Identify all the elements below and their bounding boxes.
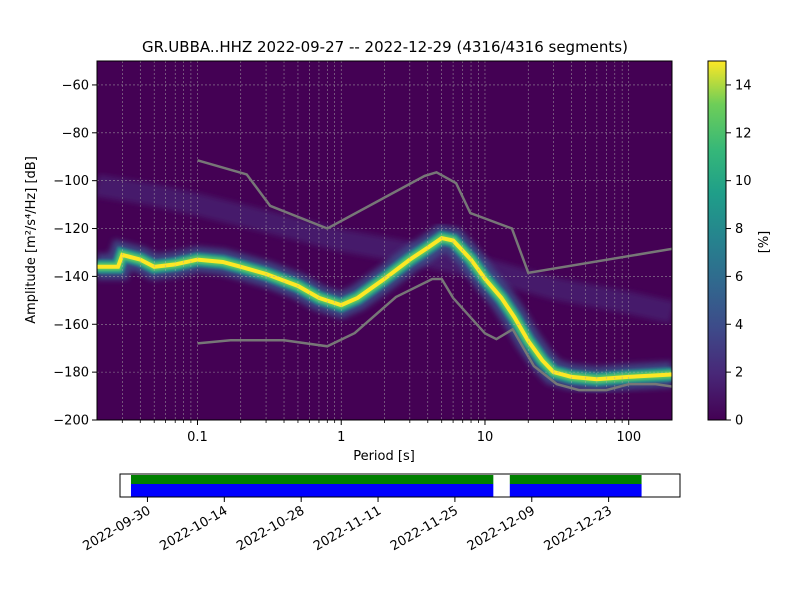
x-tick-label: 100	[616, 430, 641, 445]
high-noise-model-line	[197, 159, 672, 275]
chart-title: GR.UBBA..HHZ 2022-09-27 -- 2022-12-29 (4…	[142, 38, 628, 56]
y-tick-label: −100	[53, 174, 89, 189]
date-tick-label: 2022-10-28	[234, 503, 307, 554]
colorbar-tick-label: 4	[735, 318, 743, 333]
psd-coverage-bar	[130, 475, 494, 484]
mode-curve	[97, 235, 672, 382]
colorbar-label: [%]	[757, 231, 772, 254]
y-tick-label: −60	[62, 78, 89, 93]
colorbar-tick-label: 10	[735, 174, 752, 189]
colorbar-tick-label: 6	[735, 270, 743, 285]
colorbar-tick-label: 2	[735, 366, 743, 381]
date-tick-label: 2022-12-09	[465, 503, 538, 554]
colorbar-tick-label: 8	[735, 222, 743, 237]
x-axis-label: Period [s]	[353, 449, 415, 464]
date-tick-label: 2022-09-30	[81, 503, 154, 554]
noise-model-layer	[197, 159, 672, 392]
psd-coverage-bar	[509, 475, 642, 484]
y-tick-label: −200	[53, 414, 89, 429]
y-tick-label: −120	[53, 222, 89, 237]
y-tick-label: −180	[53, 366, 89, 381]
psd-plot: 0.1 1 10 100 −200 −180 −160 −140 −120 −100 −80 −60…	[24, 60, 673, 464]
y-axis-ticks: −200 −180 −160 −140 −120 −100 −80 −60	[53, 78, 97, 429]
date-tick-label: 2022-11-11	[311, 503, 384, 554]
date-tick-label: 2022-10-14	[157, 503, 230, 554]
y-tick-label: −160	[53, 318, 89, 333]
date-ticks: 2022-09-30 2022-10-14 2022-10-28 2022-11-11…	[81, 497, 615, 554]
date-tick-label: 2022-11-25	[388, 503, 461, 554]
background-band	[97, 174, 672, 324]
colorbar-tick-label: 14	[735, 78, 752, 93]
colorbar-tick-label: 0	[735, 414, 743, 429]
low-noise-model-line	[197, 277, 672, 392]
y-tick-label: −140	[53, 270, 89, 285]
colorbar: 0 2 4 6 8 10 12 14 [%]	[707, 60, 772, 429]
date-tick-label: 2022-12-23	[542, 503, 615, 554]
x-tick-label: 0.1	[187, 430, 208, 445]
colorbar-tick-label: 12	[735, 126, 752, 141]
x-tick-label: 10	[477, 430, 494, 445]
x-tick-label: 1	[337, 430, 345, 445]
coverage-bars	[130, 475, 642, 497]
colorbar-ticks: 0 2 4 6 8 10 12 14	[726, 78, 752, 429]
data-coverage-bar	[509, 484, 642, 497]
timeline-border	[119, 473, 681, 498]
data-coverage-timeline: 2022-09-30 2022-10-14 2022-10-28 2022-11-11…	[81, 473, 681, 554]
colorbar-gradient	[707, 60, 727, 421]
x-axis-ticks: 0.1 1 10 100	[121, 420, 641, 445]
histogram-layer	[97, 174, 672, 393]
data-coverage-bar	[130, 484, 494, 497]
y-axis-label: Amplitude [m²/s⁴/Hz] [dB]	[24, 156, 39, 324]
y-tick-label: −80	[62, 126, 89, 141]
